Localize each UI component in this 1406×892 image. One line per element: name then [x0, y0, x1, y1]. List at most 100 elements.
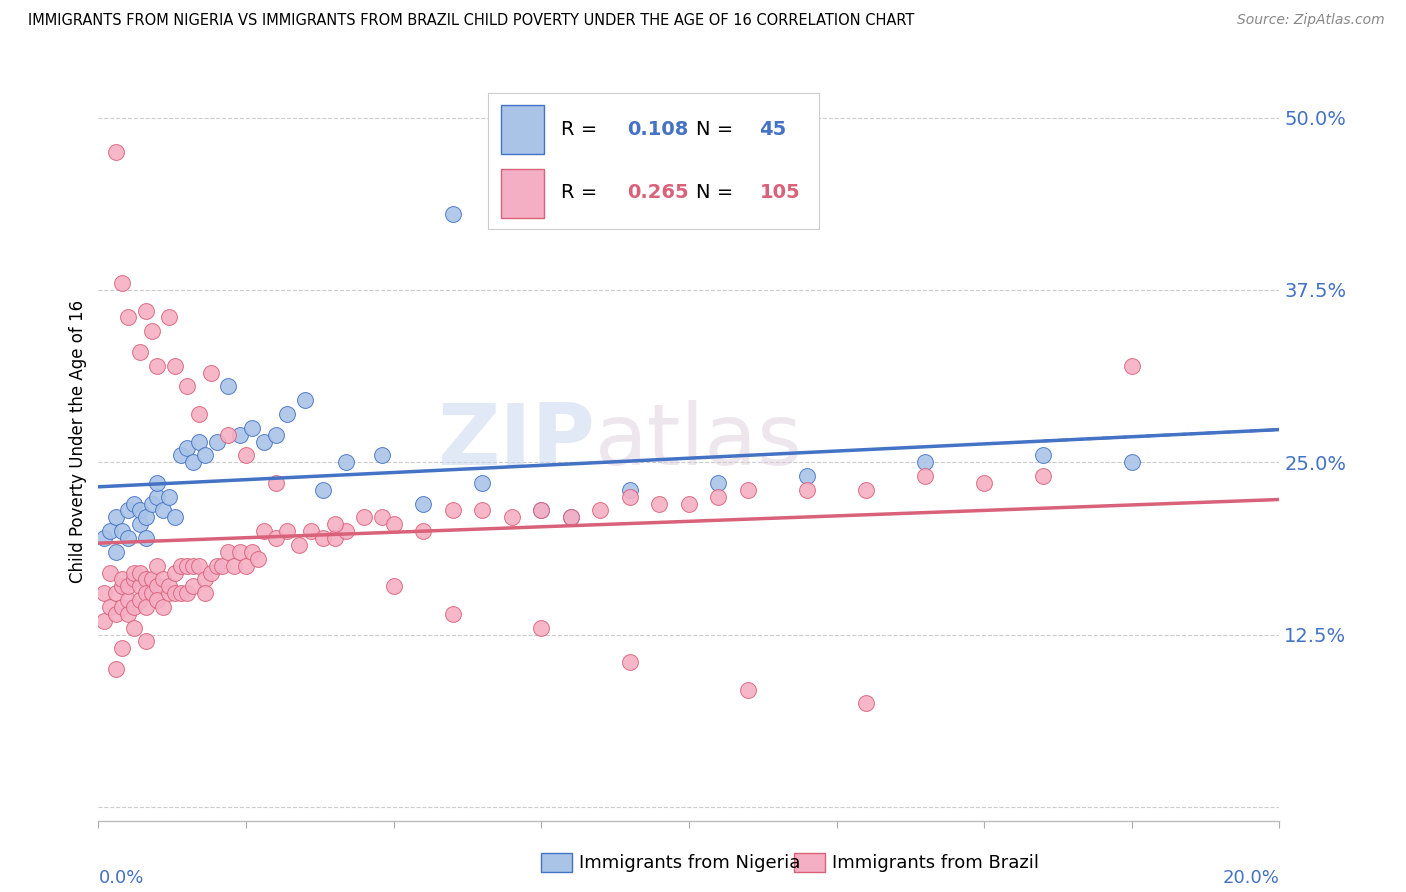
Point	[200, 366, 222, 380]
Point	[187, 434, 209, 449]
Point	[117, 607, 139, 621]
Point	[796, 483, 818, 497]
Point	[619, 490, 641, 504]
Point	[152, 599, 174, 614]
Point	[181, 455, 204, 469]
Point	[135, 531, 157, 545]
Point	[176, 586, 198, 600]
Point	[648, 497, 671, 511]
Point	[194, 586, 217, 600]
Point	[441, 207, 464, 221]
Text: Source: ZipAtlas.com: Source: ZipAtlas.com	[1237, 13, 1385, 28]
Point	[205, 558, 228, 573]
Point	[200, 566, 222, 580]
Point	[187, 407, 209, 421]
Point	[619, 483, 641, 497]
Point	[501, 510, 523, 524]
Point	[135, 586, 157, 600]
Y-axis label: Child Poverty Under the Age of 16: Child Poverty Under the Age of 16	[69, 300, 87, 583]
Point	[105, 586, 128, 600]
Point	[217, 379, 239, 393]
Point	[253, 524, 276, 538]
Point	[707, 490, 730, 504]
Point	[170, 448, 193, 462]
Point	[619, 655, 641, 669]
Point	[914, 469, 936, 483]
Point	[141, 573, 163, 587]
Point	[157, 490, 180, 504]
Point	[117, 531, 139, 545]
Point	[382, 579, 405, 593]
Point	[141, 586, 163, 600]
Point	[335, 524, 357, 538]
Point	[146, 558, 169, 573]
Point	[253, 434, 276, 449]
Point	[111, 641, 134, 656]
Point	[205, 434, 228, 449]
Point	[353, 510, 375, 524]
Point	[122, 599, 145, 614]
Point	[105, 145, 128, 159]
Point	[176, 442, 198, 456]
Point	[111, 579, 134, 593]
Point	[312, 483, 335, 497]
Point	[157, 310, 180, 325]
Point	[135, 573, 157, 587]
Point	[128, 593, 150, 607]
Point	[335, 455, 357, 469]
Point	[560, 510, 582, 524]
Point	[412, 497, 434, 511]
Point	[128, 345, 150, 359]
Point	[105, 607, 128, 621]
Point	[471, 503, 494, 517]
Text: atlas: atlas	[595, 400, 803, 483]
Point	[152, 503, 174, 517]
Point	[1121, 359, 1143, 373]
Point	[122, 566, 145, 580]
Point	[170, 558, 193, 573]
Point	[530, 503, 553, 517]
Point	[187, 558, 209, 573]
Point	[235, 558, 257, 573]
Point	[264, 475, 287, 490]
Point	[165, 359, 187, 373]
Point	[117, 579, 139, 593]
Point	[117, 503, 139, 517]
Point	[165, 586, 187, 600]
Point	[224, 558, 246, 573]
Point	[707, 475, 730, 490]
Point	[135, 599, 157, 614]
Point	[98, 566, 121, 580]
Point	[111, 599, 134, 614]
Text: ZIP: ZIP	[437, 400, 595, 483]
Point	[240, 421, 263, 435]
Point	[371, 448, 394, 462]
Point	[176, 379, 198, 393]
Point	[105, 510, 128, 524]
Point	[312, 531, 335, 545]
Point	[211, 558, 233, 573]
Text: 0.0%: 0.0%	[98, 869, 143, 887]
Point	[678, 497, 700, 511]
Point	[323, 531, 346, 545]
Point	[217, 545, 239, 559]
Point	[973, 475, 995, 490]
Point	[135, 510, 157, 524]
Text: Immigrants from Nigeria: Immigrants from Nigeria	[579, 854, 800, 871]
Point	[294, 393, 316, 408]
Point	[530, 503, 553, 517]
Point	[276, 407, 298, 421]
Point	[128, 579, 150, 593]
Point	[382, 517, 405, 532]
Point	[122, 621, 145, 635]
Point	[157, 586, 180, 600]
Point	[170, 586, 193, 600]
Point	[276, 524, 298, 538]
Point	[530, 621, 553, 635]
Point	[914, 455, 936, 469]
Point	[98, 599, 121, 614]
Point	[1121, 455, 1143, 469]
Point	[288, 538, 311, 552]
Point	[589, 503, 612, 517]
Point	[217, 427, 239, 442]
